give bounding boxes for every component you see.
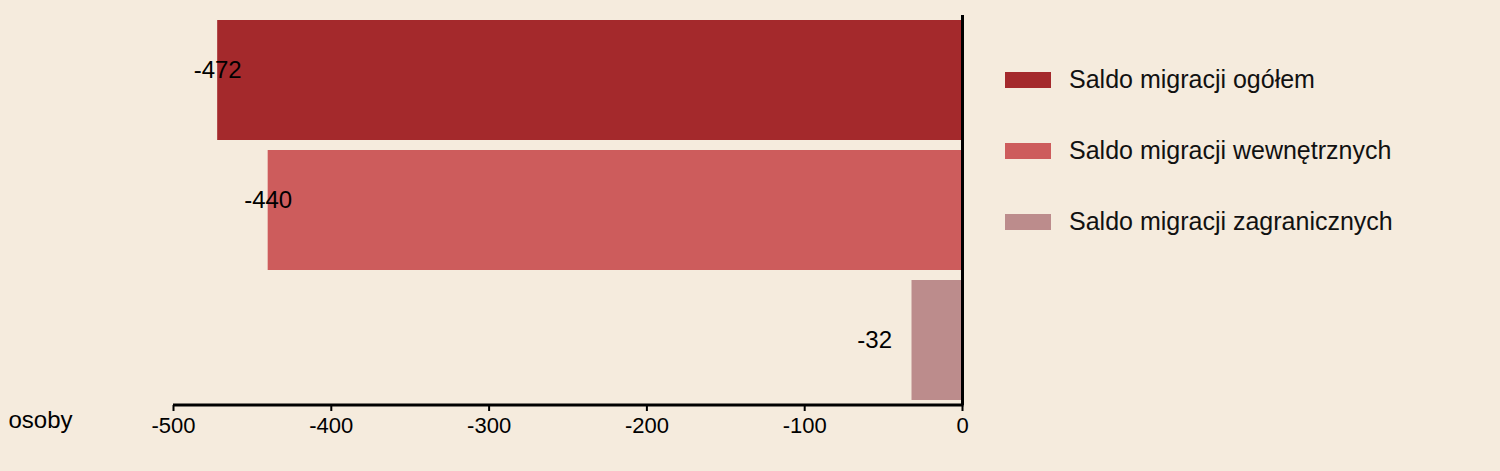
svg-text:-100: -100 (783, 413, 827, 438)
svg-text:-300: -300 (467, 413, 511, 438)
html-text:Saldo migracji ogółem: Saldo migracji ogółem (1069, 65, 1315, 93)
html-text:Saldo migracji wewnętrznych: Saldo migracji wewnętrznych (1069, 136, 1392, 164)
svg-text:-500: -500 (151, 413, 195, 438)
svg-text:osoby: osoby (9, 406, 73, 433)
svg-text:0: 0 (956, 413, 968, 438)
svg-text:-400: -400 (309, 413, 353, 438)
svg-text:-440: -440 (244, 186, 292, 213)
svg-text:-200: -200 (625, 413, 669, 438)
html-text:Saldo migracji zagranicznych: Saldo migracji zagranicznych (1069, 207, 1393, 235)
svg-text:-32: -32 (857, 326, 892, 353)
svg-text:-472: -472 (194, 56, 242, 83)
